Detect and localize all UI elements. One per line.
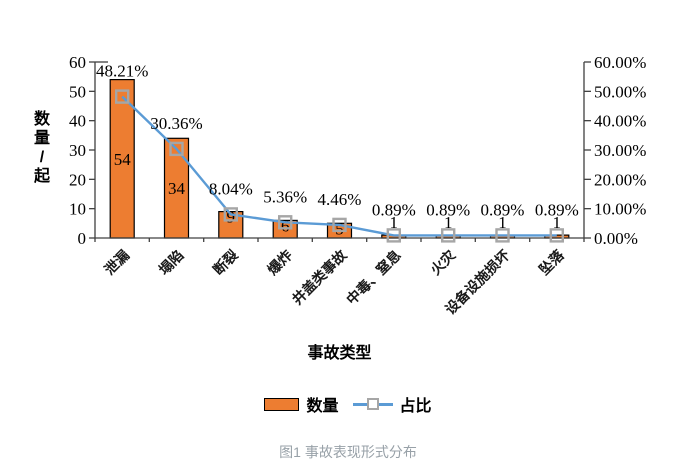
bar-value-label: 54 [114,150,132,169]
percent-marker-icon [278,215,293,230]
percent-marker-icon [332,217,347,233]
bar-value-label: 1 [498,213,507,232]
left-axis-title-char: 起 [33,166,51,185]
percent-label: 30.36% [150,114,202,133]
percent-marker-icon [114,89,130,104]
percent-label: 0.89% [535,200,579,219]
bar-value-label: 1 [444,213,453,232]
bar-value-label: 5 [335,219,344,238]
bar-value-label: 9 [227,208,236,227]
percent-marker-icon [441,228,456,243]
left-axis-tick-label: 50 [69,82,86,101]
percent-marker-icon [549,228,564,243]
right-axis-tick-label: 50.00% [594,82,646,101]
percent-label: 0.89% [372,200,416,219]
category-label: 塌陷 [156,247,187,278]
right-axis-tick-label: 60.00% [594,53,646,72]
left-axis-tick-label: 40 [69,112,86,131]
line-marker-swatch-icon [352,397,393,411]
bar-value-label: 1 [390,213,399,232]
accident-type-combo-chart: 0 10 20 30 40 50 60 0.00% 10.00% 20.00% 30.00% 40.0… [33,53,646,362]
chart-legend: 数量 占比 [0,392,696,416]
category-label: 井盖类事故 [289,246,351,308]
category-label: 断裂 [210,247,241,278]
percent-marker-icon [169,141,184,157]
legend-label-percent: 占比 [399,398,432,415]
bar-value-label: 34 [168,179,186,198]
left-axis-tick-label: 10 [69,200,86,219]
percent-label: 0.89% [426,200,470,219]
right-axis-tick-label: 10.00% [594,200,646,219]
bar-value-label: 6 [281,216,290,235]
legend-item-count: 数量 [264,392,339,416]
category-label: 火灾 [427,246,459,278]
legend-item-percent: 占比 [352,392,432,416]
category-label: 泄漏 [101,247,132,278]
left-axis-title-char: / [40,149,45,166]
right-axis-tick-label: 20.00% [594,170,646,189]
right-axis-tick-label: 40.00% [594,112,646,131]
percent-label: 0.89% [481,200,525,219]
legend-label-count: 数量 [306,398,339,415]
right-axis-tick-label: 30.00% [594,141,646,160]
left-axis-title-char: 数 [34,109,51,128]
percent-marker-icon [495,228,510,243]
bar [109,78,135,239]
bar-value-label: 1 [553,213,562,232]
left-axis-tick-label: 0 [78,229,87,248]
percent-marker-icon [386,228,401,243]
x-axis-title: 事故类型 [307,343,371,362]
right-axis-tick-label: 0.00% [594,229,638,248]
left-axis-title-char: 量 [34,129,50,147]
figure-caption: 图1 事故表现形式分布 [279,444,417,460]
percent-label: 5.36% [263,187,307,206]
square-marker-icon [366,397,379,410]
category-label: 爆炸 [264,247,295,278]
percent-label: 4.46% [318,190,362,209]
left-axis-tick-label: 30 [69,141,86,160]
percent-line [121,95,557,237]
percent-label: 8.04% [209,179,253,198]
category-label: 坠落 [536,246,568,278]
category-label: 中毒、窒息 [343,247,404,308]
bar-swatch-icon [264,397,300,411]
left-axis-tick-label: 60 [69,53,86,72]
percent-marker-icon [223,207,239,222]
percent-label: 48.21% [96,62,148,81]
left-axis-tick-label: 20 [69,170,86,189]
